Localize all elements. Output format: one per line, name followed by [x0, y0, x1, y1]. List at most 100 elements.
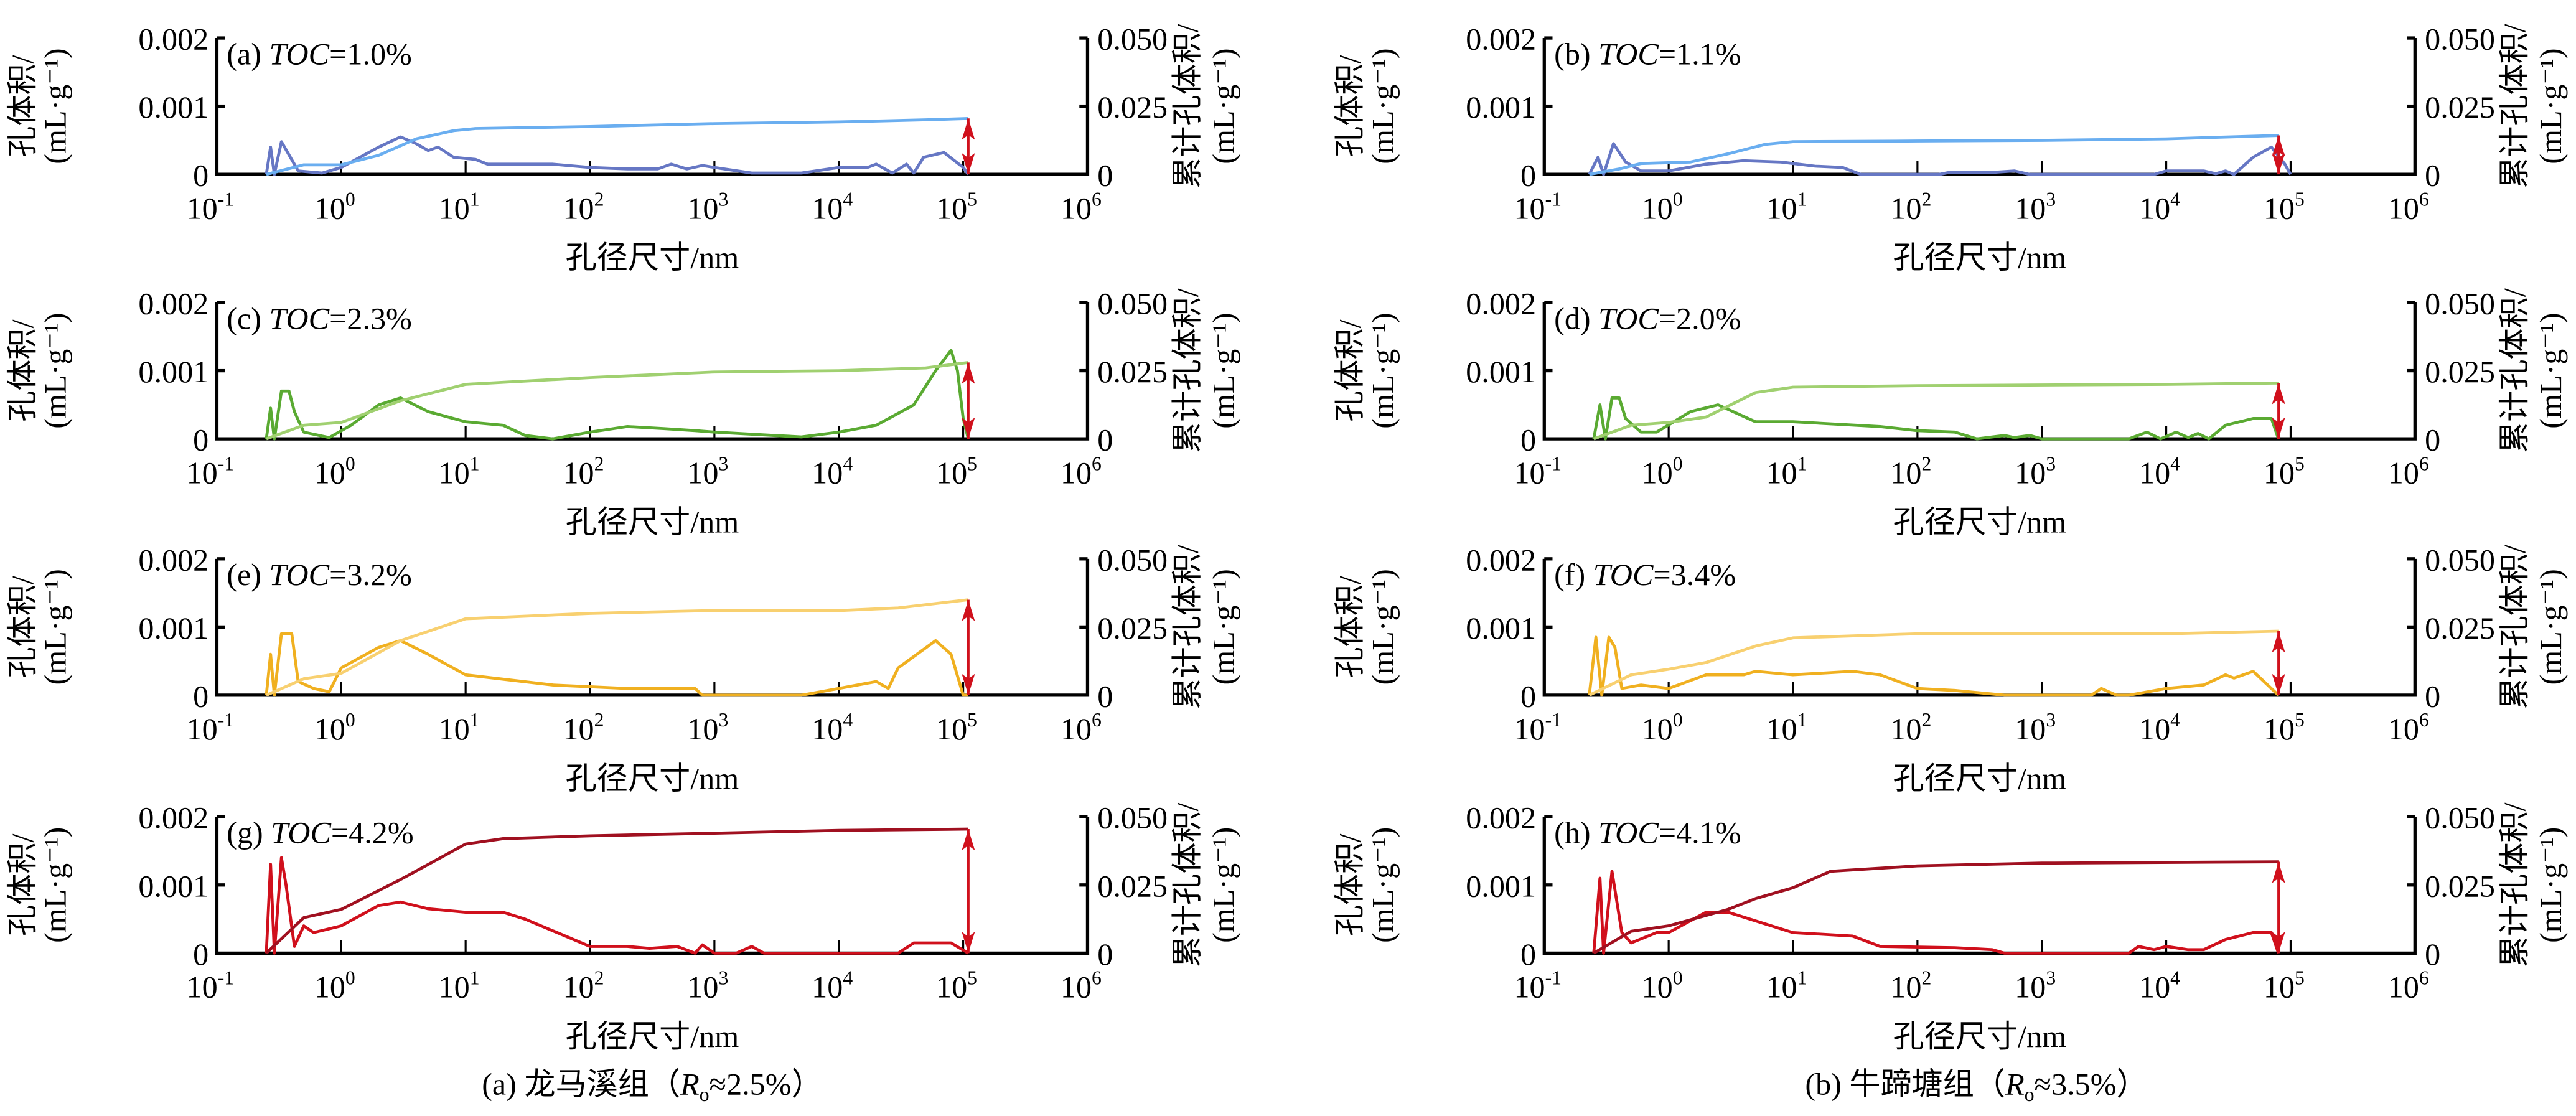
y2-tick-label: 0	[2425, 937, 2440, 972]
x-tick-label: 104	[2139, 709, 2180, 746]
panel-label: (g) TOC=4.2%	[227, 815, 413, 850]
y-tick-label: 0	[193, 678, 208, 713]
y-tick-label: 0.002	[1466, 800, 1536, 835]
y-axis-label-line1: 孔体积/	[1332, 576, 1367, 678]
y-axis-label-line2: (mL·g⁻¹)	[1365, 569, 1400, 685]
x-tick-label: 102	[1890, 709, 1931, 746]
y-axis-label-line1: 孔体积/	[1332, 319, 1367, 421]
x-tick-label: 104	[812, 452, 853, 490]
x-tick-label: 100	[314, 188, 355, 225]
cumulative-line	[1589, 134, 2279, 176]
panel-label: (e) TOC=3.2%	[227, 557, 412, 592]
y-axis-label-line1: 孔体积/	[1332, 834, 1367, 936]
arrow-head-down	[962, 932, 975, 954]
arrow-head-down	[962, 673, 975, 695]
x-axis-label: 孔径尺寸/nm	[1893, 761, 2067, 795]
x-axis-label: 孔径尺寸/nm	[1893, 240, 2067, 275]
cumulative-line	[266, 117, 968, 176]
x-tick-label: 103	[687, 967, 728, 1004]
y-tick-label: 0.001	[1466, 868, 1536, 903]
y-tick-label: 0	[1520, 423, 1536, 457]
y2-tick-label: 0.025	[1097, 868, 1168, 903]
x-axis-label: 孔径尺寸/nm	[1893, 505, 2067, 540]
y-axis-label-line2: (mL·g⁻¹)	[1365, 827, 1400, 943]
x-tick-label: 105	[936, 967, 977, 1004]
x-tick-label: 10-1	[1514, 709, 1562, 746]
x-tick-label: 105	[936, 452, 977, 490]
panel-c: 0 0.001 0.002 0 0.025 0.050 10-1 100 101 102 103 10…	[5, 286, 1241, 540]
x-axis-label: 孔径尺寸/nm	[1893, 1019, 2067, 1054]
x-tick-label: 103	[2015, 188, 2056, 225]
distribution-line	[265, 135, 970, 176]
distribution-line	[265, 349, 970, 441]
y2-axis-label-line1: 累计孔体积/	[1169, 24, 1204, 189]
y-tick-label: 0.002	[1466, 542, 1536, 577]
y2-tick-label: 0.025	[1097, 354, 1168, 389]
x-tick-label: 101	[1766, 709, 1807, 746]
y-axis-label-line2: (mL·g⁻¹)	[38, 48, 73, 164]
x-tick-label: 101	[439, 709, 480, 746]
y2-axis-label-line2: (mL·g⁻¹)	[1206, 827, 1240, 943]
x-tick-label: 102	[563, 188, 604, 225]
x-tick-label: 105	[936, 709, 977, 746]
panel-label: (h) TOC=4.1%	[1554, 815, 1741, 850]
y-tick-label: 0.001	[138, 868, 208, 903]
x-tick-label: 100	[314, 452, 355, 490]
panel-label: (f) TOC=3.4%	[1554, 557, 1736, 592]
y2-tick-label: 0.050	[2425, 286, 2495, 321]
y2-tick-label: 0.025	[1097, 611, 1168, 645]
y2-tick-label: 0	[1097, 678, 1113, 713]
y2-axis-label-line2: (mL·g⁻¹)	[2533, 827, 2568, 943]
y2-axis-label-line1: 累计孔体积/	[2497, 802, 2532, 967]
x-tick-label: 106	[1061, 967, 1102, 1004]
x-tick-label: 10-1	[187, 452, 235, 490]
x-tick-label: 103	[687, 452, 728, 490]
cumulative-line	[265, 827, 968, 955]
y2-axis-label-line1: 累计孔体积/	[1169, 288, 1204, 453]
y2-tick-label: 0.025	[1097, 90, 1168, 124]
x-tick-label: 105	[2264, 452, 2305, 490]
x-tick-label: 100	[314, 967, 355, 1004]
arrow-head-down	[962, 417, 975, 439]
y-axis-label-line1: 孔体积/	[5, 576, 40, 678]
x-tick-label: 102	[1890, 452, 1931, 490]
x-tick-label: 105	[2264, 967, 2305, 1004]
y-tick-label: 0	[1520, 158, 1536, 193]
x-tick-label: 102	[1890, 188, 1931, 225]
x-tick-label: 106	[1061, 452, 1102, 490]
y-tick-label: 0.001	[1466, 90, 1536, 124]
y2-tick-label: 0	[2425, 678, 2440, 713]
y-tick-label: 0.001	[1466, 611, 1536, 645]
x-tick-label: 103	[2015, 709, 2056, 746]
y2-axis-label-line2: (mL·g⁻¹)	[2533, 312, 2568, 428]
x-tick-label: 104	[2139, 452, 2180, 490]
x-tick-label: 101	[439, 188, 480, 225]
y-tick-label: 0.002	[1466, 22, 1536, 57]
y-tick-label: 0	[193, 423, 208, 457]
x-tick-label: 105	[936, 188, 977, 225]
y2-axis-label-line1: 累计孔体积/	[2497, 288, 2532, 453]
distribution-line	[265, 632, 968, 697]
x-tick-label: 10-1	[1514, 967, 1562, 1004]
x-tick-label: 102	[563, 967, 604, 1004]
y2-tick-label: 0	[1097, 158, 1113, 193]
distribution-line	[1588, 635, 2280, 697]
y2-tick-label: 0.025	[2425, 354, 2495, 389]
x-tick-label: 106	[1061, 188, 1102, 225]
x-tick-label: 104	[2139, 967, 2180, 1004]
y2-tick-label: 0.050	[1097, 22, 1168, 57]
panel-a: 0 0.001 0.002 0 0.025 0.050 10-1 100 101 102 103 10…	[5, 22, 1241, 275]
y-axis-label-line1: 孔体积/	[5, 319, 40, 421]
y2-tick-label: 0	[1097, 423, 1113, 457]
x-tick-label: 106	[1061, 709, 1102, 746]
x-tick-label: 103	[2015, 967, 2056, 1004]
distribution-line	[1588, 142, 2292, 176]
x-tick-label: 102	[563, 452, 604, 490]
y2-tick-label: 0	[2425, 158, 2440, 193]
x-tick-label: 105	[2264, 188, 2305, 225]
x-tick-label: 104	[812, 709, 853, 746]
arrow-head-up	[962, 362, 975, 384]
y2-axis-label-line2: (mL·g⁻¹)	[2533, 569, 2568, 685]
y2-tick-label: 0.050	[1097, 800, 1168, 835]
